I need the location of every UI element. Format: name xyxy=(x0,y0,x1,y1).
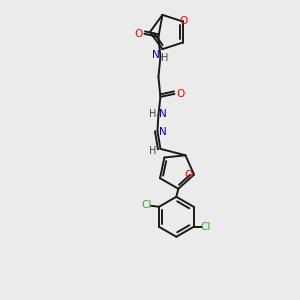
Text: Cl: Cl xyxy=(142,200,152,210)
Text: H: H xyxy=(149,146,156,156)
Text: O: O xyxy=(134,29,142,39)
Text: H: H xyxy=(149,109,156,119)
Text: O: O xyxy=(179,16,188,26)
Text: H: H xyxy=(161,53,168,63)
Text: O: O xyxy=(184,169,192,180)
Text: N: N xyxy=(159,109,166,119)
Text: O: O xyxy=(176,89,184,99)
Text: N: N xyxy=(159,127,166,137)
Text: Cl: Cl xyxy=(200,222,211,232)
Text: N: N xyxy=(152,50,159,60)
